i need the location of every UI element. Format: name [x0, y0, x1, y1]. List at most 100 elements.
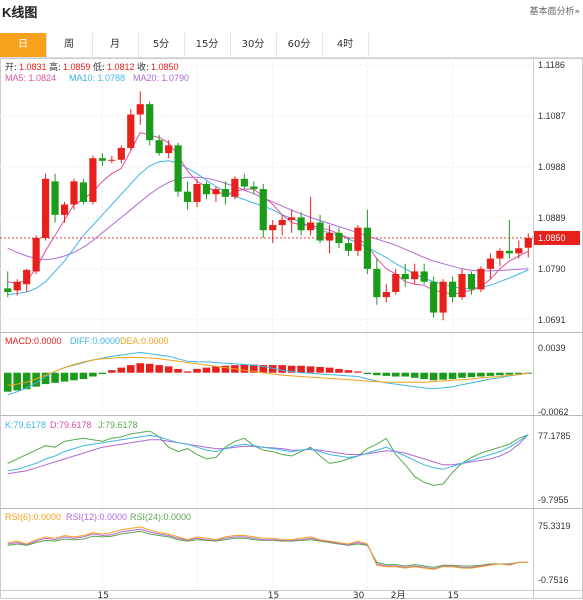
macd-bar: [306, 366, 315, 373]
j-legend: J:79.6178: [98, 420, 138, 430]
candle-body: [439, 281, 447, 313]
tab-0[interactable]: 日: [0, 33, 47, 57]
candle-body: [505, 250, 513, 254]
macd-bar: [126, 365, 135, 373]
rsi-y-bottom: -0.7516: [538, 575, 569, 585]
rsi-y-top: 75.3319: [538, 521, 571, 531]
candle-body: [354, 227, 362, 251]
ma20-line: [7, 176, 529, 272]
macd-bar: [22, 372, 31, 390]
ma5-line: [7, 131, 529, 296]
candle-body: [515, 248, 523, 254]
d-legend: D:79.6178: [50, 420, 92, 430]
macd-bar: [401, 372, 410, 377]
macd-bar: [515, 372, 523, 374]
tab-3[interactable]: 5分: [138, 33, 185, 57]
candle-body: [174, 145, 182, 192]
timeframe-tabs: 日周月 5分 15分 30分 60分 4时: [0, 33, 583, 58]
candle-body: [231, 178, 239, 197]
candle-body: [89, 158, 97, 202]
candle-body: [458, 273, 466, 298]
candle-body: [486, 258, 495, 269]
candle-body: [108, 159, 116, 161]
candle-body: [250, 186, 258, 190]
macd-bar: [89, 372, 97, 377]
ohlc-value: 1.0850: [151, 62, 179, 72]
candle-body: [70, 181, 78, 205]
ohlc-value: 1.0859: [63, 62, 91, 72]
candle-body: [392, 273, 400, 292]
macd-bar: [183, 371, 192, 373]
x-tick-label: 15: [448, 591, 459, 600]
candle-body: [335, 232, 343, 244]
candle-body: [363, 227, 371, 269]
macd-bar: [391, 372, 400, 377]
last-price-tag: [534, 230, 580, 245]
macd-bar: [477, 372, 485, 377]
fundamental-analysis-link[interactable]: 基本面分析»: [529, 7, 580, 17]
macd-bar: [202, 367, 211, 373]
tab-2[interactable]: 月: [92, 33, 139, 57]
macd-bar: [259, 365, 268, 373]
candle-body: [240, 178, 248, 187]
macd-bar: [32, 372, 40, 387]
candle-body: [155, 140, 163, 154]
candle-body: [136, 104, 144, 115]
candle-body: [127, 114, 135, 148]
candle-body: [411, 271, 419, 280]
candle-body: [269, 225, 277, 231]
candle-body: [165, 145, 173, 154]
candle-body: [259, 189, 267, 231]
macd-bar: [429, 372, 438, 381]
candle-body: [448, 281, 457, 298]
macd-bar: [363, 372, 372, 374]
chart-title: K线图: [2, 5, 38, 20]
macd-bar: [136, 363, 145, 373]
ohlc-value: 1.0831: [19, 62, 47, 72]
kdj-y-top: 77.1785: [538, 431, 571, 441]
macd-bar: [117, 367, 126, 373]
candle-body: [325, 232, 334, 241]
tab-1[interactable]: 周: [46, 33, 93, 57]
candle-body: [477, 268, 485, 290]
macd-bar: [250, 364, 258, 373]
candle-body: [32, 237, 40, 272]
tab-7[interactable]: 4时: [322, 33, 369, 57]
macd-bar: [458, 372, 466, 378]
macd-bar: [410, 372, 419, 378]
candle-body: [117, 147, 125, 160]
candle-body: [401, 273, 409, 280]
candle-body: [4, 288, 12, 292]
macd-legend: MACD:0.0000: [5, 336, 62, 346]
macd-bar: [382, 372, 391, 376]
rsi6-legend: RSI(6):0.0000: [5, 512, 61, 522]
candle-body: [98, 158, 106, 161]
rsi12-line: [7, 528, 529, 570]
candle-body: [183, 191, 192, 202]
macd-bar: [486, 372, 495, 376]
y-tick-label: 1.0889: [538, 213, 566, 223]
candle-body: [496, 250, 504, 259]
candle-body: [467, 273, 476, 290]
candle-body: [430, 281, 438, 313]
y-tick-label: 1.1087: [538, 111, 566, 121]
macd-bar: [41, 372, 50, 385]
macd-y-top: 0.0039: [538, 343, 566, 353]
candle-body: [79, 182, 88, 202]
tab-4[interactable]: 15分: [184, 33, 231, 57]
macd-bar: [60, 372, 69, 382]
x-tick-label: 2月: [391, 590, 406, 600]
tab-5[interactable]: 30分: [230, 33, 277, 57]
rsi24-line: [7, 530, 529, 568]
ma5-legend: MA5: 1.0824: [5, 73, 56, 83]
tab-6[interactable]: 60分: [276, 33, 323, 57]
macd-bar: [325, 367, 334, 373]
macd-bar: [79, 372, 88, 380]
macd-bar: [174, 368, 182, 373]
kdj-j-line: [7, 430, 529, 486]
macd-bar: [221, 365, 230, 373]
macd-bar: [297, 365, 305, 373]
candle-body: [212, 189, 220, 195]
candle-body: [51, 181, 59, 215]
